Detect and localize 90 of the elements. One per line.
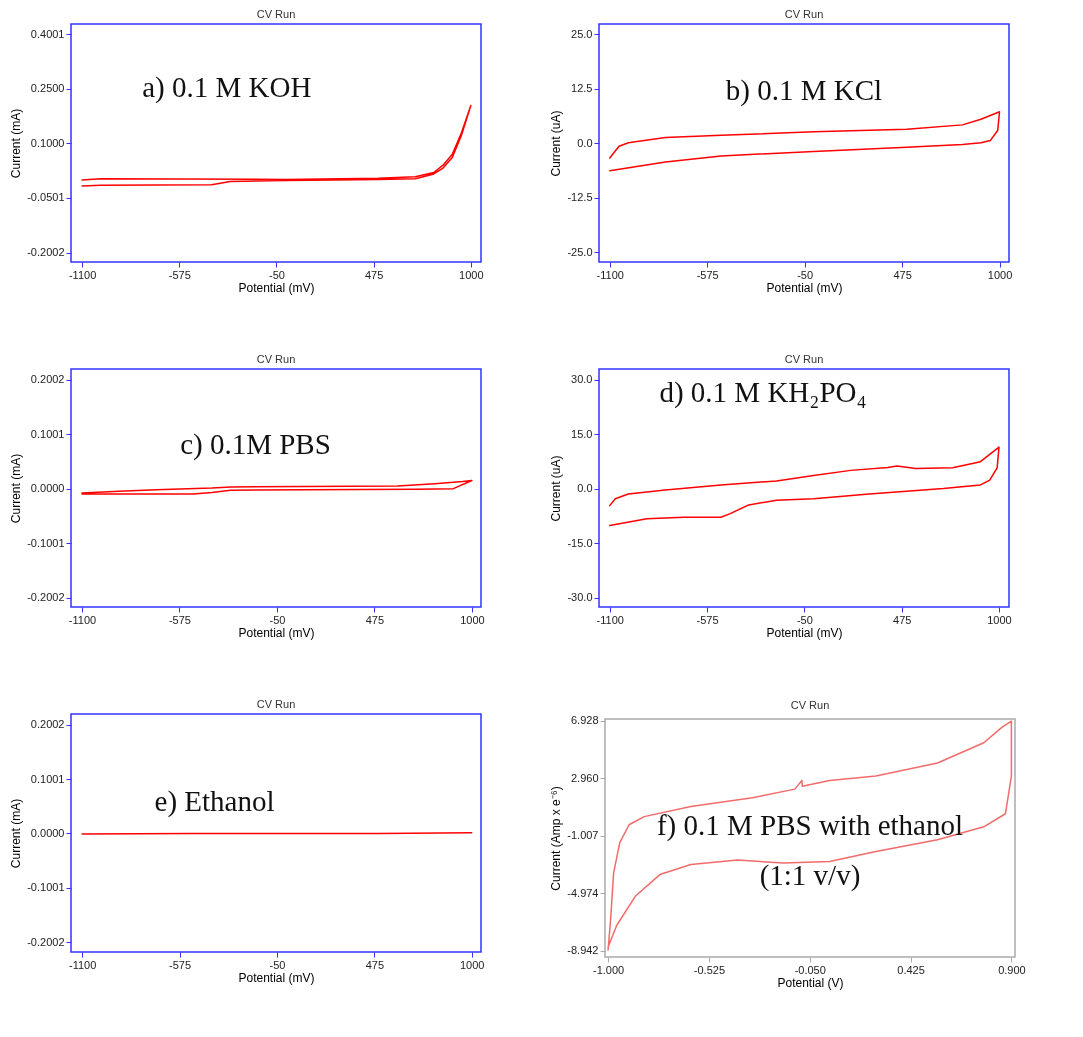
y-tick-label: 0.2002 [30, 373, 65, 386]
y-tick-label: -0.2002 [27, 246, 65, 259]
x-tick-label: -50 [269, 613, 286, 626]
y-axis-title: Current (mA) [9, 798, 24, 869]
y-tick-label: 0.0000 [30, 482, 65, 495]
x-tick-label: 0.900 [998, 963, 1026, 976]
annotation: e) Ethanol [154, 785, 275, 819]
y-tick-label: 0.0000 [30, 826, 65, 839]
x-tick-label: -575 [168, 613, 191, 626]
chart-title: CV Run [784, 8, 824, 20]
x-tick-label: 1000 [987, 613, 1012, 626]
annotation: (1:1 v/v) [759, 859, 861, 893]
y-axis-title: Current (uA) [549, 110, 564, 177]
x-tick-label: -1100 [596, 268, 624, 281]
y-tick-label: 15.0 [571, 427, 593, 440]
annotation: f) 0.1 M PBS with ethanol [656, 809, 964, 843]
annotation: a) 0.1 M KOH [142, 71, 312, 105]
y-axis-title: Current (mA) [9, 108, 24, 179]
x-tick-label: -50 [797, 268, 814, 281]
x-tick-label: -575 [696, 613, 719, 626]
x-tick-label: -1100 [68, 613, 97, 626]
line-series [81, 104, 472, 187]
x-tick-label: -575 [696, 268, 719, 281]
chart-title: CV Run [790, 698, 830, 711]
y-tick-label: -30.0 [567, 591, 593, 604]
x-tick-label: 475 [364, 268, 384, 281]
y-tick-label: 0.1000 [30, 136, 65, 149]
x-tick-label: 475 [365, 613, 385, 626]
x-tick-label: -1100 [596, 613, 624, 626]
x-tick-label: 1000 [459, 958, 485, 971]
y-tick-label: 0.0 [577, 136, 593, 149]
x-tick-label: 475 [365, 958, 385, 971]
y-tick-label: 0.1001 [30, 772, 65, 785]
x-tick-label: -575 [169, 958, 192, 971]
y-tick-label: 0.0 [577, 482, 593, 495]
x-axis-title: Potential (mV) [766, 280, 843, 295]
x-tick-label: -50 [269, 958, 286, 971]
x-tick-label: -575 [168, 268, 191, 281]
y-tick-label: 0.2002 [30, 718, 65, 731]
y-tick-label: -0.0501 [27, 191, 65, 204]
y-tick-label: -4.974 [567, 886, 599, 899]
x-tick-label: 1000 [459, 268, 484, 281]
x-tick-label: 475 [893, 268, 912, 281]
x-axis-title: Potential (mV) [238, 625, 315, 640]
y-axis-title: Current (uA) [549, 455, 564, 522]
x-tick-label: -0.525 [693, 963, 726, 976]
line-series [609, 111, 1001, 172]
y-tick-label: -25.0 [567, 245, 593, 258]
x-tick-label: -1.000 [592, 963, 625, 976]
annotation: c) 0.1M PBS [180, 428, 331, 462]
y-tick-label: -0.2002 [27, 591, 65, 604]
chart-title: CV Run [256, 698, 296, 710]
x-axis-title: Potential (V) [777, 975, 844, 990]
line-series [81, 479, 473, 495]
annotation: b) 0.1 M KCl [725, 73, 883, 107]
y-tick-label: 2.960 [570, 771, 599, 784]
y-tick-label: 25.0 [571, 27, 593, 40]
y-tick-label: 30.0 [571, 373, 593, 386]
y-tick-label: -0.1001 [27, 881, 65, 894]
chart-title: CV Run [784, 353, 824, 365]
x-tick-label: -1100 [68, 268, 97, 281]
x-tick-label: -50 [796, 613, 813, 626]
y-tick-label: -1.007 [567, 829, 599, 842]
y-tick-label: -15.0 [567, 536, 593, 549]
annotation: d) 0.1 M KH₂PO₄ [659, 375, 867, 409]
x-axis-title: Potential (mV) [238, 280, 315, 295]
y-axis-title: Current (Amp x e⁻⁶) [549, 786, 564, 891]
x-axis-title: Potential (mV) [766, 625, 843, 640]
y-tick-label: 0.2500 [30, 82, 65, 95]
y-tick-label: 12.5 [571, 82, 593, 95]
line-series [607, 720, 1013, 951]
y-tick-label: -12.5 [567, 191, 593, 204]
y-tick-label: -0.2002 [27, 935, 65, 948]
y-tick-label: 6.928 [570, 714, 599, 727]
x-tick-label: -50 [269, 268, 285, 281]
x-tick-label: -1100 [68, 958, 97, 971]
y-axis-title: Current (mA) [9, 453, 24, 524]
x-tick-label: 0.425 [897, 963, 925, 976]
x-tick-label: 1000 [987, 268, 1013, 281]
x-tick-label: 1000 [460, 613, 485, 626]
chart-title: CV Run [256, 353, 296, 365]
line-series [609, 446, 1000, 527]
y-tick-label: -8.942 [567, 944, 599, 957]
chart-title: CV Run [256, 8, 296, 20]
y-tick-label: 0.4001 [30, 27, 65, 40]
x-tick-label: -0.050 [794, 963, 826, 976]
y-tick-label: -0.1001 [27, 536, 65, 549]
x-tick-label: 475 [893, 613, 912, 626]
y-tick-label: 0.1001 [30, 427, 65, 440]
x-axis-title: Potential (mV) [238, 970, 315, 985]
